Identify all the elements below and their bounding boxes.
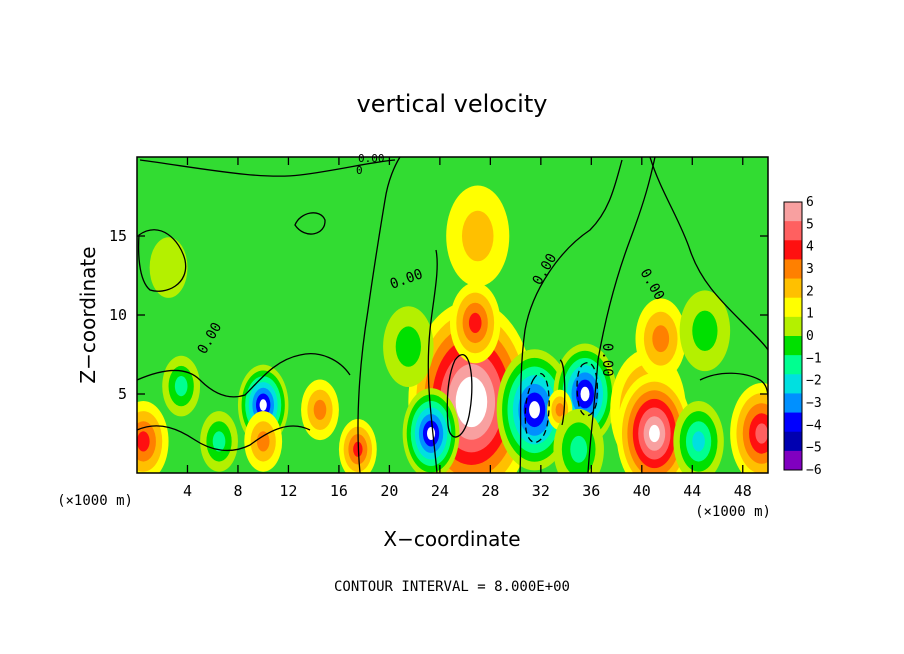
x-tick-label: 32 (532, 482, 550, 500)
velocity-cell (755, 423, 768, 444)
x-tick-label: 44 (683, 482, 701, 500)
velocity-field (137, 185, 768, 473)
contour-line (137, 353, 351, 398)
contour-interval-note: CONTOUR INTERVAL = 8.000E+00 (334, 579, 570, 595)
colorbar-label: −1 (806, 351, 822, 366)
x-unit-label-right: (×1000 m) (695, 504, 771, 520)
plot-area: 0.00 0.00 0.00 0.00 0.00 0.00 0 4 8 12 16 20… (109, 152, 769, 500)
velocity-cell (529, 401, 540, 419)
velocity-cell (174, 376, 188, 397)
contour-line (427, 249, 438, 473)
velocity-cell (649, 424, 660, 443)
velocity-cell (212, 431, 226, 452)
x-tick-label: 28 (481, 482, 499, 500)
y-tick-label: 15 (109, 227, 127, 245)
colorbar-label: 6 (806, 195, 814, 210)
contour-line (446, 353, 473, 438)
velocity-cell (555, 403, 564, 417)
colorbar-label: −3 (806, 396, 822, 411)
contour-line (519, 159, 623, 473)
x-tick-label: 12 (279, 482, 297, 500)
colorbar-swatch (784, 336, 802, 356)
colorbar-label: 5 (806, 217, 814, 232)
x-tick-label: 16 (330, 482, 348, 500)
velocity-cell (313, 399, 327, 420)
velocity-cell (137, 431, 150, 452)
velocity-cell (692, 310, 718, 351)
colorbar-swatch (784, 393, 802, 414)
y-axis-title: Z−coordinate (76, 246, 100, 383)
zero-contours (137, 157, 768, 473)
colorbar-swatch (784, 355, 802, 375)
chart-title: vertical velocity (357, 90, 548, 118)
y-tick-label: 5 (118, 385, 127, 403)
colorbar-swatch (784, 278, 802, 299)
colorbar-swatch (784, 202, 802, 222)
contour-line (137, 425, 311, 452)
velocity-cell (395, 326, 421, 367)
colorbar-label: −2 (806, 374, 822, 389)
colorbar-swatch (784, 297, 802, 318)
colorbar-label: 3 (806, 262, 814, 277)
y-tick-label: 10 (109, 306, 127, 324)
x-unit-label-left: (×1000 m) (57, 493, 133, 509)
contour-line (357, 157, 401, 473)
colorbar-swatch (784, 259, 802, 280)
x-tick-label: 36 (582, 482, 600, 500)
colorbar-label: −5 (806, 441, 822, 456)
colorbar-label: 0 (806, 329, 814, 344)
contour-line (294, 212, 326, 235)
colorbar-label: 1 (806, 307, 814, 322)
colorbar-swatch (784, 221, 802, 241)
contour-line (559, 359, 566, 426)
velocity-cell (149, 237, 188, 298)
contour-label: 0.00 (599, 343, 615, 377)
x-tick-label: 8 (233, 482, 242, 500)
x-tick-label: 24 (431, 482, 449, 500)
contour-line (139, 159, 396, 177)
velocity-cell (259, 399, 267, 411)
colorbar-label: −4 (806, 418, 822, 433)
x-tick-label: 4 (183, 482, 192, 500)
x-axis-title: X−coordinate (383, 527, 520, 551)
contour-line (649, 157, 768, 351)
velocity-cell (468, 312, 482, 333)
colorbar-swatch (784, 450, 802, 471)
contour-line (137, 229, 187, 292)
colorbar-swatch (784, 412, 802, 433)
x-tick-label: 20 (380, 482, 398, 500)
colorbar-swatch (784, 374, 802, 394)
x-axis-ticks: 4 8 12 16 20 24 28 32 36 40 44 48 (183, 157, 752, 500)
contour-line (587, 157, 656, 473)
x-tick-label: 48 (734, 482, 752, 500)
velocity-cell (652, 325, 670, 353)
colorbar-swatch (784, 316, 802, 337)
colorbar-swatch (784, 240, 802, 260)
colorbar-label: 4 (806, 240, 814, 255)
colorbar-swatch (784, 431, 802, 452)
contour-label: 0.00 (358, 152, 385, 165)
velocity-cell (570, 435, 588, 463)
velocity-cell (461, 210, 494, 262)
colorbar: 6 5 4 3 2 1 0 −1 −2 −3 −4 −5 −6 (783, 195, 822, 478)
velocity-cell (692, 431, 705, 452)
colorbar-label: −6 (806, 463, 822, 478)
velocity-cell (580, 386, 590, 402)
contour-label: 0 (356, 164, 363, 177)
contour-line (524, 372, 550, 443)
colorbar-frame (783, 201, 803, 471)
x-tick-label: 40 (633, 482, 651, 500)
velocity-cell (256, 431, 270, 452)
y-axis-ticks: 5 10 15 (109, 227, 768, 403)
colorbar-label: 2 (806, 284, 814, 299)
